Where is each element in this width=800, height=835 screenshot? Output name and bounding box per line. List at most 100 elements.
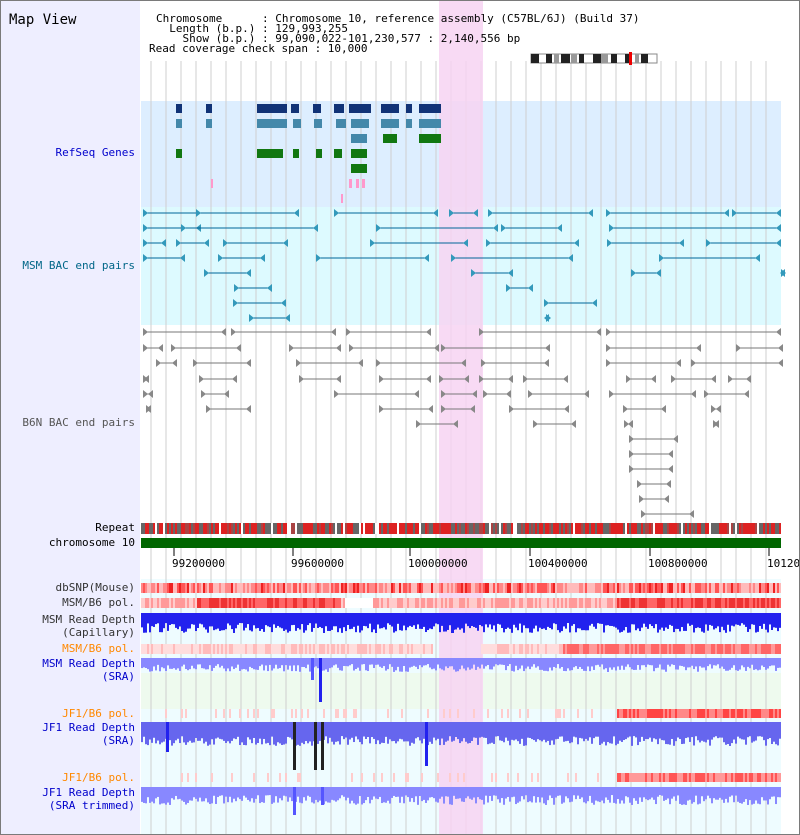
- heat-cell: [183, 644, 185, 654]
- heat-cell: [399, 644, 401, 654]
- depth-bar: [207, 787, 209, 803]
- heat-cell: [319, 598, 321, 608]
- heat-cell: [491, 644, 493, 654]
- b6n-bac-end: [236, 344, 241, 352]
- repeat-segment: [655, 523, 657, 534]
- depth-bar: [287, 613, 289, 633]
- repeat-segment: [303, 523, 305, 534]
- heat-cell: [351, 644, 353, 654]
- track-label-jf1-b6-pol[interactable]: JF1/B6 pol.: [62, 707, 135, 720]
- heat-cell: [655, 598, 657, 608]
- msm-bac-end: [370, 239, 375, 247]
- depth-bar: [237, 658, 239, 665]
- repeat-segment: [237, 523, 239, 534]
- heat-cell: [215, 583, 217, 593]
- track-label-msm-bac[interactable]: MSM BAC end pairs: [22, 259, 135, 272]
- heat-cell: [665, 644, 667, 654]
- heat-cell: [765, 709, 767, 718]
- ideogram-band: [579, 54, 584, 63]
- heat-cell: [593, 598, 595, 608]
- depth-bar: [173, 658, 175, 669]
- repeat-segment: [297, 523, 299, 534]
- heat-cell: [177, 583, 179, 593]
- heat-cell: [165, 598, 167, 608]
- b6n-bac-end: [661, 405, 666, 413]
- track-label-b6n-bac[interactable]: B6N BAC end pairs: [22, 416, 135, 429]
- heat-cell: [693, 598, 695, 608]
- b6n-bac-end: [483, 390, 488, 398]
- heat-cell: [485, 583, 487, 593]
- depth-bar: [371, 658, 373, 665]
- depth-bar: [697, 722, 699, 741]
- depth-bar: [361, 658, 363, 665]
- depth-bar: [721, 658, 723, 667]
- heat-cell: [383, 644, 385, 654]
- heat-cell: [649, 773, 651, 782]
- heat-cell: [739, 583, 741, 593]
- heat-cell: [773, 709, 775, 718]
- heat-cell: [701, 583, 703, 593]
- refseq-gene: [381, 104, 399, 113]
- heat-cell: [421, 583, 423, 593]
- depth-bar: [389, 722, 391, 740]
- heat-cell: [279, 773, 281, 782]
- heat-cell: [621, 773, 623, 782]
- track-label-jf1-trim[interactable]: JF1 Read Depth: [42, 786, 135, 799]
- track-label-msm-depth-capillary[interactable]: MSM Read Depth: [42, 613, 135, 626]
- depth-bar: [435, 613, 437, 624]
- heat-cell: [387, 644, 389, 654]
- track-label-msm-b6-pol[interactable]: MSM/B6 pol.: [62, 596, 135, 609]
- repeat-segment: [553, 523, 555, 534]
- ideogram-position-marker: [629, 52, 632, 65]
- msm-bac-end: [780, 269, 785, 277]
- depth-bar: [647, 722, 649, 740]
- depth-bar: [359, 658, 361, 671]
- depth-bar: [201, 613, 203, 625]
- repeat-segment: [501, 523, 503, 534]
- depth-bar: [655, 613, 657, 625]
- depth-bar: [429, 613, 431, 629]
- repeat-segment: [175, 523, 177, 534]
- depth-bar: [685, 722, 687, 739]
- depth-bar: [747, 613, 749, 632]
- depth-bar: [213, 658, 215, 668]
- repeat-segment: [503, 523, 505, 534]
- heat-cell: [365, 644, 367, 654]
- depth-bar: [217, 613, 219, 629]
- depth-bar: [509, 722, 511, 746]
- depth-bar: [551, 787, 553, 799]
- heat-cell: [703, 583, 705, 593]
- repeat-segment: [211, 523, 213, 534]
- track-label-jf1-depth[interactable]: JF1 Read Depth: [42, 721, 135, 734]
- depth-bar: [747, 722, 749, 738]
- depth-bar: [261, 722, 263, 745]
- depth-bar: [379, 658, 381, 667]
- heat-cell: [251, 583, 253, 593]
- heat-cell: [733, 598, 735, 608]
- track-label-dbsnp[interactable]: dbSNP(Mouse): [55, 581, 135, 594]
- heat-cell: [751, 644, 753, 654]
- heat-cell: [295, 644, 297, 654]
- b6n-bac-end: [336, 375, 341, 383]
- heat-cell: [407, 773, 409, 782]
- track-label-msm-depth-sra[interactable]: MSM Read Depth: [42, 657, 135, 670]
- track-label-jf1-b6-pol-trim[interactable]: JF1/B6 pol.: [62, 771, 135, 784]
- heat-cell: [503, 583, 505, 593]
- depth-bar: [147, 787, 149, 798]
- heat-cell: [333, 583, 335, 593]
- heat-cell: [757, 598, 759, 608]
- depth-bar: [641, 722, 643, 737]
- repeat-segment: [679, 523, 681, 534]
- depth-bar: [543, 613, 545, 629]
- depth-bar: [567, 658, 569, 669]
- heat-cell: [233, 598, 235, 608]
- heat-cell: [681, 644, 683, 654]
- depth-bar: [341, 613, 343, 633]
- track-label-repeat[interactable]: Repeat: [95, 521, 135, 534]
- heat-cell: [719, 773, 721, 782]
- depth-bar: [637, 613, 639, 629]
- heat-cell: [615, 598, 617, 608]
- track-label-msm-b6-pol-sra[interactable]: MSM/B6 pol.: [62, 642, 135, 655]
- track-label-refseq[interactable]: RefSeq Genes: [55, 146, 135, 159]
